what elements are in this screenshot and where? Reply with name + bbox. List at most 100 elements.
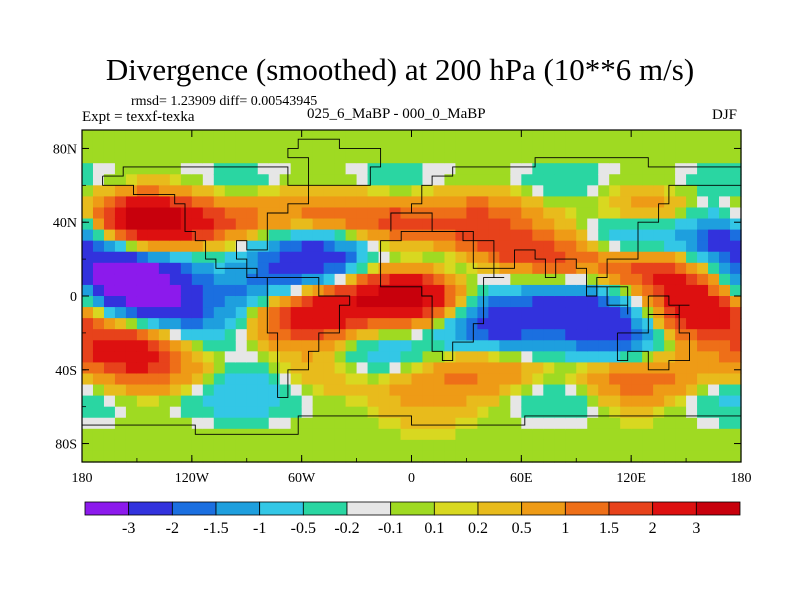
field-cell bbox=[323, 240, 336, 253]
field-cell bbox=[697, 406, 709, 419]
field-cell bbox=[675, 395, 687, 408]
field-cell bbox=[543, 351, 555, 363]
field-cell bbox=[158, 152, 171, 164]
field-cell bbox=[345, 218, 358, 231]
field-cell bbox=[664, 307, 676, 319]
field-cell bbox=[697, 207, 709, 220]
field-cell bbox=[642, 262, 654, 275]
field-cell bbox=[444, 273, 457, 286]
field-cell bbox=[114, 373, 127, 386]
field-cell bbox=[367, 284, 380, 297]
field-cell bbox=[642, 340, 654, 352]
field-cell bbox=[312, 229, 325, 242]
field-cell bbox=[345, 450, 358, 463]
field-cell bbox=[708, 251, 720, 264]
field-cell bbox=[510, 163, 522, 175]
field-cell bbox=[367, 373, 380, 386]
field-cell bbox=[191, 373, 204, 386]
field-cell bbox=[158, 229, 171, 242]
field-cell bbox=[389, 417, 402, 430]
field-cell bbox=[609, 207, 621, 220]
field-cell bbox=[708, 296, 720, 308]
field-cell bbox=[510, 362, 522, 375]
field-cell bbox=[312, 373, 325, 386]
field-cell bbox=[279, 284, 292, 297]
field-cell bbox=[598, 351, 610, 363]
field-cell bbox=[697, 163, 709, 175]
field-cell bbox=[532, 318, 544, 330]
field-cell bbox=[444, 174, 457, 186]
field-cell bbox=[345, 296, 358, 308]
field-cell bbox=[477, 428, 489, 441]
field-cell bbox=[521, 296, 533, 308]
field-cell bbox=[587, 417, 599, 430]
field-cell bbox=[532, 273, 544, 286]
field-cell bbox=[521, 340, 533, 352]
field-cell bbox=[345, 307, 358, 319]
field-cell bbox=[378, 262, 391, 275]
field-cell bbox=[510, 417, 522, 430]
field-cell bbox=[136, 240, 149, 253]
field-cell bbox=[136, 284, 149, 297]
rmsd-diff-label: rmsd= 1.23909 diff= 0.00543945 bbox=[131, 94, 318, 109]
field-cell bbox=[521, 329, 533, 341]
field-cell bbox=[389, 152, 402, 164]
field-cell bbox=[301, 307, 314, 319]
field-cell bbox=[422, 218, 435, 231]
x-tick-label: 180 bbox=[72, 471, 93, 486]
field-cell bbox=[169, 185, 182, 197]
field-cell bbox=[213, 417, 226, 430]
field-cell bbox=[730, 163, 742, 175]
field-cell bbox=[631, 351, 643, 363]
field-cell bbox=[312, 417, 325, 430]
field-cell bbox=[444, 207, 457, 220]
field-cell bbox=[422, 373, 435, 386]
field-cell bbox=[444, 340, 457, 352]
field-cell bbox=[323, 284, 336, 297]
field-cell bbox=[334, 240, 347, 253]
field-cell bbox=[290, 362, 303, 375]
field-cell bbox=[191, 284, 204, 297]
field-cell bbox=[389, 395, 402, 408]
field-cell bbox=[279, 196, 292, 209]
field-cell bbox=[125, 240, 138, 253]
field-cell bbox=[675, 406, 687, 419]
field-cell bbox=[554, 373, 566, 386]
field-cell bbox=[499, 428, 511, 441]
field-cell bbox=[158, 439, 171, 452]
field-cell bbox=[422, 351, 435, 363]
field-cell bbox=[708, 185, 720, 197]
field-cell bbox=[433, 185, 446, 197]
field-cell bbox=[169, 163, 182, 175]
field-cell bbox=[213, 439, 226, 452]
field-cell bbox=[389, 428, 402, 441]
field-cell bbox=[103, 251, 116, 264]
field-cell bbox=[488, 229, 500, 242]
field-cell bbox=[224, 406, 237, 419]
field-cell bbox=[675, 373, 687, 386]
field-cell bbox=[213, 284, 226, 297]
x-tick-label: 60E bbox=[510, 471, 533, 486]
field-cell bbox=[554, 384, 566, 397]
colorbar-label: 1 bbox=[561, 520, 569, 537]
field-cell bbox=[510, 262, 522, 275]
field-cell bbox=[257, 395, 270, 408]
field-cell bbox=[422, 417, 435, 430]
field-cell bbox=[114, 152, 127, 164]
field-cell bbox=[290, 417, 303, 430]
field-cell bbox=[444, 318, 457, 330]
field-cell bbox=[213, 130, 226, 142]
field-cell bbox=[82, 428, 94, 441]
field-cell bbox=[147, 207, 160, 220]
field-cell bbox=[554, 185, 566, 197]
field-cell bbox=[587, 163, 599, 175]
field-cell bbox=[554, 229, 566, 242]
field-cell bbox=[719, 362, 731, 375]
field-cell bbox=[521, 152, 533, 164]
field-cell bbox=[620, 395, 632, 408]
field-cell bbox=[576, 130, 588, 142]
field-cell bbox=[488, 185, 500, 197]
field-cell bbox=[202, 439, 215, 452]
field-cell bbox=[719, 152, 731, 164]
field-cell bbox=[290, 318, 303, 330]
